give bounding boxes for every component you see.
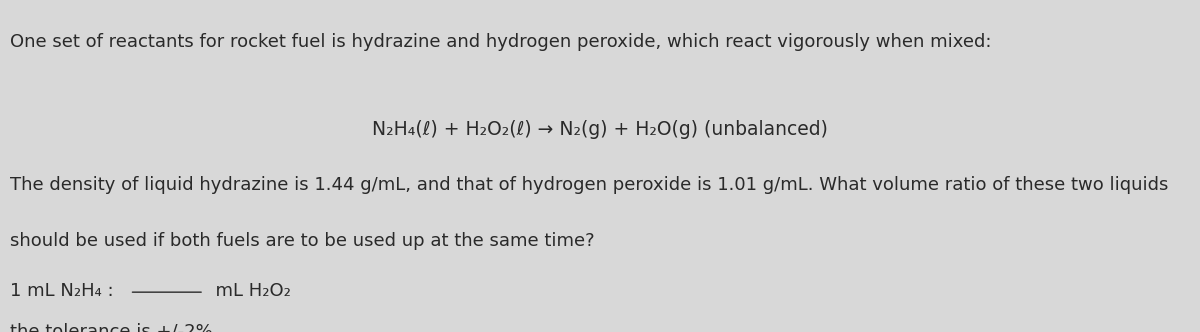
Text: The density of liquid hydrazine is 1.44 g/mL, and that of hydrogen peroxide is 1: The density of liquid hydrazine is 1.44 … bbox=[10, 176, 1168, 194]
Text: should be used if both fuels are to be used up at the same time?: should be used if both fuels are to be u… bbox=[10, 232, 594, 250]
Text: the tolerance is +/-2%: the tolerance is +/-2% bbox=[10, 322, 212, 332]
Text: N₂H₄(ℓ) + H₂O₂(ℓ) → N₂(g) + H₂O(g) (unbalanced): N₂H₄(ℓ) + H₂O₂(ℓ) → N₂(g) + H₂O(g) (unba… bbox=[372, 120, 828, 138]
Text: One set of reactants for rocket fuel is hydrazine and hydrogen peroxide, which r: One set of reactants for rocket fuel is … bbox=[10, 33, 991, 51]
Text: 1 mL N₂H₄ :: 1 mL N₂H₄ : bbox=[10, 282, 125, 300]
Text: mL H₂O₂: mL H₂O₂ bbox=[204, 282, 290, 300]
